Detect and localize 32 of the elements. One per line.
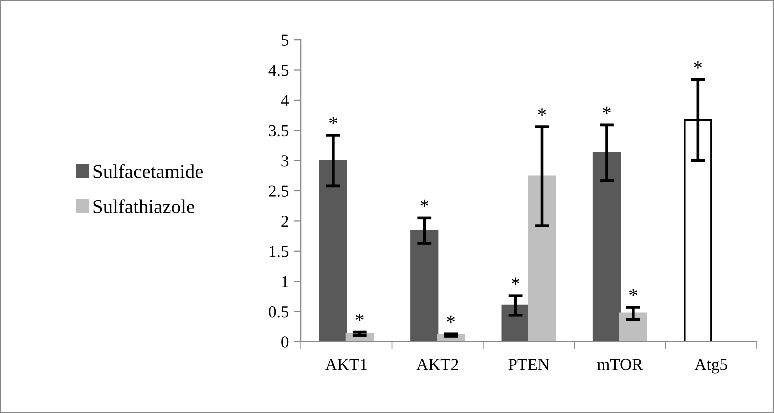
data-label: * bbox=[512, 278, 520, 285]
y-tick-label: 4.5 bbox=[268, 65, 289, 76]
legend-label: Sulfathiazole bbox=[94, 200, 194, 214]
y-tick-label: 0 bbox=[282, 336, 289, 348]
data-label: * bbox=[694, 62, 702, 69]
data-label: * bbox=[356, 314, 364, 322]
bar bbox=[319, 160, 348, 342]
data-label: * bbox=[330, 117, 338, 124]
data-label: * bbox=[538, 108, 546, 116]
y-tick-label: 2.5 bbox=[269, 186, 289, 198]
data-label: * bbox=[603, 106, 611, 114]
y-tick-label: 5 bbox=[282, 34, 289, 46]
data-label: * bbox=[447, 316, 456, 323]
y-tick-label: 2 bbox=[282, 216, 288, 227]
x-tick-label: mTOR bbox=[598, 359, 644, 370]
x-tick-label: Atg5 bbox=[694, 359, 728, 374]
bar bbox=[592, 152, 622, 342]
x-tick-label: AKT2 bbox=[416, 359, 458, 370]
y-tick-label: 3.5 bbox=[269, 125, 289, 137]
y-tick-label: 4 bbox=[281, 95, 290, 106]
y-tick-label: 1.5 bbox=[270, 246, 289, 258]
x-tick-label: AKT1 bbox=[326, 359, 367, 370]
y-tick-label: 0.5 bbox=[269, 306, 289, 318]
legend-label: Sulfacetamide bbox=[94, 164, 204, 178]
y-tick-label: 3 bbox=[282, 156, 289, 167]
data-label: * bbox=[630, 289, 638, 296]
y-tick-label: 1 bbox=[282, 276, 288, 288]
bar bbox=[410, 230, 439, 342]
bar bbox=[528, 176, 556, 342]
x-tick-label: PTEN bbox=[508, 359, 550, 370]
data-label: * bbox=[420, 200, 429, 208]
bar bbox=[619, 312, 648, 342]
